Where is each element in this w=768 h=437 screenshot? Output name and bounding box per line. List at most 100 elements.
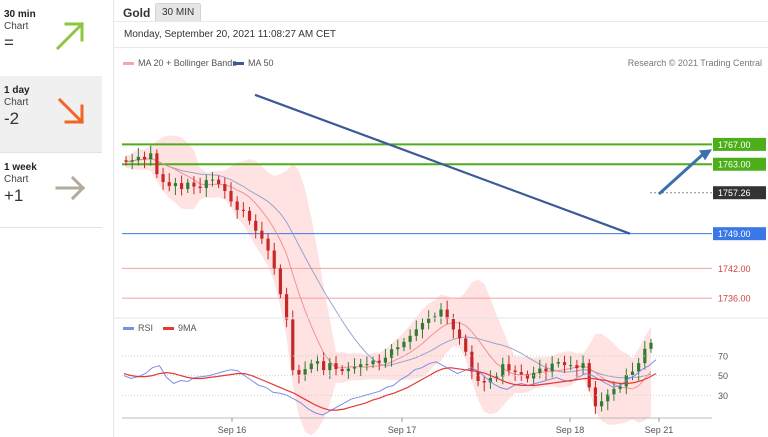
candle-body: [433, 316, 437, 318]
candle-body: [241, 209, 245, 211]
candle: [599, 392, 604, 412]
candle-body: [637, 363, 641, 372]
candle: [359, 358, 363, 377]
header-divider: [114, 21, 768, 22]
candle-body: [223, 184, 227, 192]
candle-body: [309, 363, 313, 370]
candle: [433, 312, 437, 322]
candle: [315, 354, 320, 372]
card-sub: Chart: [4, 174, 29, 185]
candle: [556, 358, 560, 368]
x-tick-label: Sep 16: [218, 425, 247, 435]
candle: [562, 355, 567, 373]
candle: [235, 196, 239, 219]
candle: [130, 153, 134, 170]
card-sub: Chart: [4, 97, 29, 108]
candle-body: [365, 364, 369, 366]
candle-body: [167, 182, 171, 187]
candle: [365, 356, 369, 371]
candle: [284, 287, 289, 328]
candle-body: [470, 351, 474, 372]
candle-body: [501, 364, 505, 377]
candle-body: [173, 183, 178, 187]
card-period: 1 day: [4, 85, 30, 96]
candle: [581, 355, 585, 375]
candle: [179, 175, 184, 196]
candle-body: [198, 186, 202, 189]
candle: [192, 176, 196, 195]
rsi-tick-label: 70: [718, 351, 728, 361]
candle-body: [192, 182, 196, 187]
candle: [389, 344, 394, 367]
candle: [427, 310, 431, 330]
candle-body: [334, 363, 338, 370]
candle-body: [544, 368, 548, 372]
candle-body: [396, 347, 400, 350]
candle: [464, 334, 468, 356]
candle: [402, 337, 406, 352]
legend-9ma: 9MA: [163, 323, 197, 333]
candle-body: [124, 160, 128, 162]
candle: [297, 364, 301, 384]
candle: [210, 171, 215, 187]
arrow-up-right-icon: [55, 21, 85, 51]
candle: [186, 178, 190, 194]
candle: [142, 151, 147, 169]
candle-body: [260, 230, 264, 239]
candle: [155, 149, 159, 179]
legend-swatch: [233, 62, 244, 66]
candle: [260, 221, 264, 244]
ma20-line: [125, 157, 652, 390]
candle: [618, 382, 622, 393]
timeframe-card-1day[interactable]: 1 day Chart -2: [0, 76, 102, 152]
candle-body: [383, 357, 388, 363]
candle-body: [581, 363, 585, 369]
candle: [241, 202, 245, 218]
legend-label: 9MA: [178, 323, 197, 333]
candle-body: [525, 374, 530, 379]
candle: [309, 359, 313, 374]
timeframe-card-30min[interactable]: 30 min Chart =: [0, 0, 102, 76]
candle: [396, 339, 400, 356]
candle: [649, 338, 653, 353]
timeframe-card-1week[interactable]: 1 week Chart +1: [0, 152, 102, 228]
candle: [198, 177, 202, 194]
legend-swatch: [163, 327, 174, 331]
legend-label: RSI: [138, 323, 154, 333]
candle-body: [377, 360, 381, 363]
candle-body: [155, 153, 159, 175]
candle-body: [420, 322, 425, 330]
candle: [519, 364, 523, 381]
card-score: =: [4, 33, 14, 52]
candle-body: [297, 370, 301, 375]
trendline: [254, 93, 631, 235]
card-score: -2: [4, 109, 20, 128]
candle-body: [204, 180, 208, 189]
candle-body: [457, 329, 462, 339]
candle-body: [427, 318, 431, 323]
candle-body: [210, 179, 215, 181]
candle: [229, 182, 233, 207]
candle: [371, 356, 375, 369]
candle: [494, 372, 499, 382]
candle-body: [130, 160, 134, 162]
legend-swatch: [123, 62, 134, 66]
level-label: 1763.00: [718, 160, 751, 170]
level-label-box: [713, 137, 766, 151]
level-label: 1767.00: [718, 140, 751, 150]
candle-body: [328, 363, 332, 371]
candle: [482, 375, 486, 392]
candle: [377, 354, 381, 371]
candle-body: [149, 153, 153, 160]
candle: [383, 348, 388, 368]
candle-body: [488, 378, 493, 383]
candle-body: [136, 156, 140, 161]
bollinger-band: [126, 135, 651, 436]
sidebar-divider: [113, 0, 114, 437]
rsi-9ma-line: [123, 367, 657, 411]
candle: [149, 145, 153, 166]
x-tick-label: Sep 17: [388, 425, 417, 435]
candle: [247, 206, 252, 225]
candle: [223, 177, 227, 199]
